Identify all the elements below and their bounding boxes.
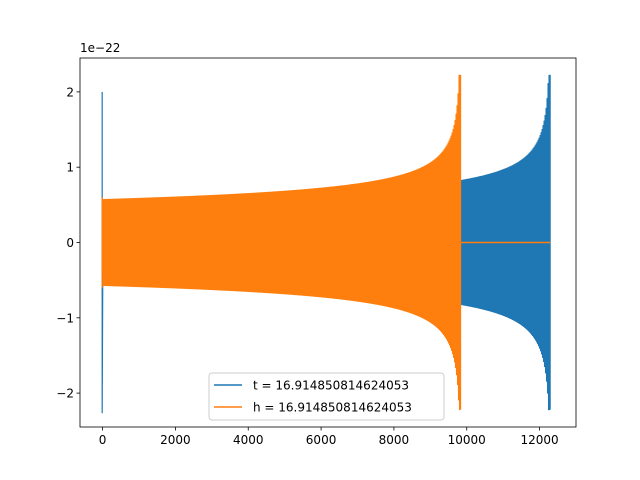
legend: t = 16.914850814624053 h = 16.91485081462…: [208, 372, 445, 421]
y-tick-label: −1: [56, 311, 74, 325]
x-tick-label: 10000: [448, 433, 486, 447]
y-tick-label: −2: [56, 387, 74, 401]
y-tick-label: 1: [66, 161, 74, 175]
legend-frame: [208, 372, 445, 421]
series-line: [101, 74, 462, 411]
series-layer: [101, 74, 551, 414]
x-tick-label: 4000: [233, 433, 264, 447]
y-tick-label: 0: [66, 236, 74, 250]
y-tick-label: 2: [66, 85, 74, 99]
x-tick-label: 6000: [306, 433, 337, 447]
x-tick-label: 8000: [379, 433, 410, 447]
x-axis: 0 2000 4000 6000 8000 10000 12000: [99, 427, 559, 447]
legend-entry-label: t = 16.914850814624053: [253, 379, 409, 393]
x-tick-label: 12000: [520, 433, 558, 447]
legend-entry-label: h = 16.914850814624053: [253, 401, 412, 415]
x-tick-label: 2000: [160, 433, 191, 447]
y-offset-label: 1e−22: [80, 41, 120, 55]
x-tick-label: 0: [99, 433, 107, 447]
y-axis: −2 −1 0 1 2: [56, 85, 80, 401]
